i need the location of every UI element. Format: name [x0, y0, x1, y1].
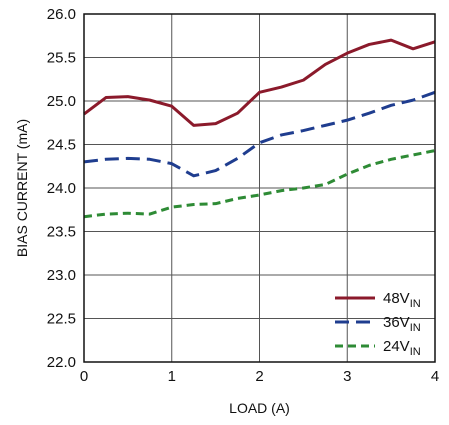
y-tick-label: 22.0 — [47, 354, 76, 371]
x-tick-labels: 0 1 2 3 4 — [80, 368, 439, 385]
legend: 48VIN 36VIN 24VIN — [335, 290, 421, 358]
y-axis-title: BIAS CURRENT (mA) — [14, 119, 30, 257]
x-tick-label: 0 — [80, 368, 88, 385]
x-tick-label: 1 — [168, 368, 176, 385]
series-layer — [83, 38, 436, 219]
y-tick-label: 26.0 — [47, 6, 76, 23]
y-tick-label: 25.0 — [47, 93, 76, 110]
y-tick-label: 24.0 — [47, 180, 76, 197]
y-tick-label: 22.5 — [47, 311, 76, 328]
legend-label: 48VIN — [383, 290, 421, 310]
y-tick-label: 25.5 — [47, 50, 76, 67]
x-tick-label: 3 — [343, 368, 351, 385]
grid — [84, 14, 435, 362]
series-line-24v — [83, 149, 436, 219]
x-tick-label: 4 — [431, 368, 439, 385]
legend-label: 36VIN — [383, 314, 421, 334]
plot-frame — [83, 13, 436, 363]
x-axis-title: LOAD (A) — [229, 400, 290, 416]
legend-label: 24VIN — [383, 338, 421, 358]
y-tick-label: 23.0 — [47, 267, 76, 284]
y-tick-label: 24.5 — [47, 137, 76, 154]
y-tick-labels: 22.0 22.5 23.0 23.5 24.0 24.5 25.0 25.5 26.0 — [47, 6, 76, 371]
series-line-48v — [83, 38, 436, 127]
x-tick-label: 2 — [255, 368, 263, 385]
y-tick-label: 23.5 — [47, 224, 76, 241]
